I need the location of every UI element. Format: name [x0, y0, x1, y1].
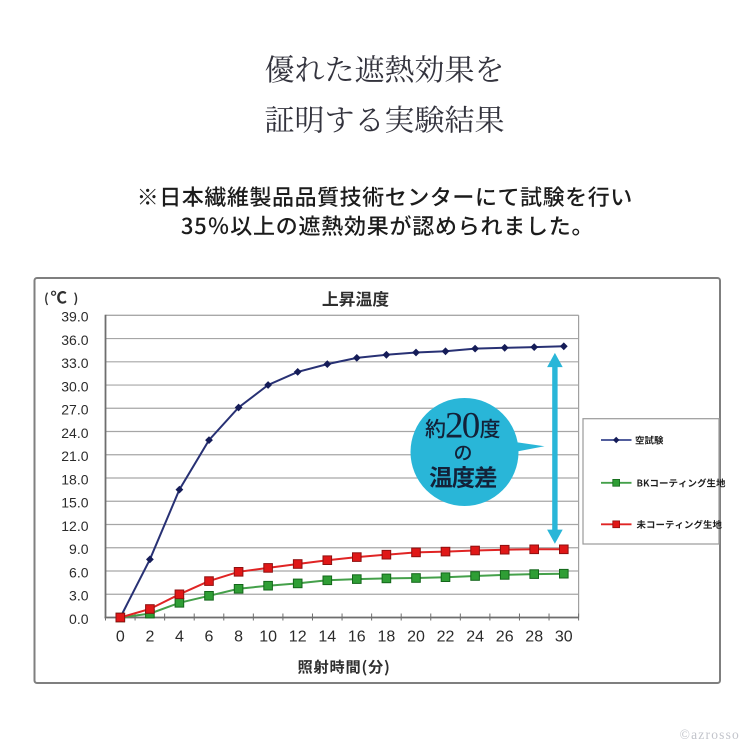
svg-text:20: 20 — [407, 628, 425, 645]
svg-text:24.0: 24.0 — [61, 425, 88, 441]
svg-text:33.0: 33.0 — [61, 355, 88, 371]
svg-text:26: 26 — [496, 628, 514, 645]
svg-text:0: 0 — [116, 628, 125, 645]
svg-text:16: 16 — [348, 628, 366, 645]
svg-text:18: 18 — [378, 628, 396, 645]
svg-text:22: 22 — [437, 628, 455, 645]
svg-text:36.0: 36.0 — [61, 332, 88, 348]
svg-text:21.0: 21.0 — [61, 448, 88, 464]
svg-text:6: 6 — [205, 628, 214, 645]
svg-text:30: 30 — [555, 628, 573, 645]
svg-text:14: 14 — [318, 628, 336, 645]
svg-text:3.0: 3.0 — [69, 588, 89, 604]
svg-text:8: 8 — [234, 628, 243, 645]
svg-text:2: 2 — [145, 628, 154, 645]
svg-text:9.0: 9.0 — [69, 541, 89, 557]
svg-text:28: 28 — [525, 628, 543, 645]
svg-text:10: 10 — [259, 628, 277, 645]
svg-text:20: 20 — [445, 406, 480, 447]
svg-text:24: 24 — [466, 628, 484, 645]
svg-text:15.0: 15.0 — [61, 495, 88, 511]
svg-text:12: 12 — [289, 628, 307, 645]
svg-text:39.0: 39.0 — [61, 309, 88, 325]
svg-text:6.0: 6.0 — [69, 564, 89, 580]
svg-text:12.0: 12.0 — [61, 518, 88, 534]
svg-text:18.0: 18.0 — [61, 471, 88, 487]
svg-text:©azrosso: ©azrosso — [680, 727, 740, 742]
svg-text:30.0: 30.0 — [61, 378, 88, 394]
svg-text:0.0: 0.0 — [69, 611, 89, 627]
svg-text:4: 4 — [175, 628, 184, 645]
svg-text:27.0: 27.0 — [61, 402, 88, 418]
